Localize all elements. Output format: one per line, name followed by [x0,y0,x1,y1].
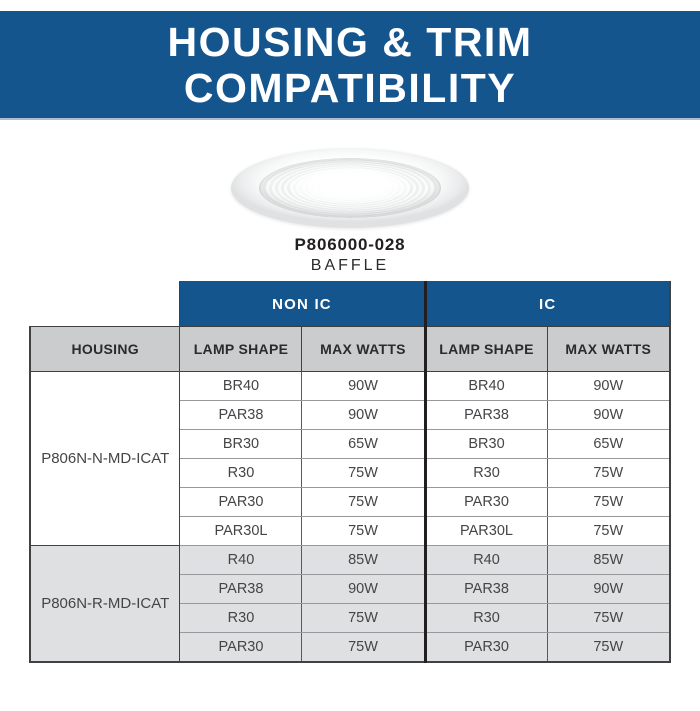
table-row: BR30 65W BR30 65W [30,429,671,459]
lamp-shape-cell: BR30 [423,429,548,459]
max-watts-cell: 90W [546,574,671,604]
lamp-shape-cell: PAR38 [179,574,303,604]
max-watts-cell: 65W [301,429,426,459]
lamp-shape-cell: PAR30L [423,516,548,546]
lamp-shape-cell: R30 [423,603,548,633]
max-watts-cell: 90W [546,371,671,401]
product-name-label: BAFFLE [310,257,390,274]
page-title-banner: HOUSING & TRIM COMPATIBILITY [0,11,700,120]
lamp-shape-cell: BR40 [179,371,303,401]
lamp-shape-cell: R30 [423,458,548,488]
max-watts-cell: 75W [546,632,671,663]
compatibility-table: NON IC IC HOUSING LAMP SHAPE MAX WATTS L… [28,281,671,663]
column-header-max-watts-nonic: MAX WATTS [301,326,426,372]
max-watts-cell: 90W [301,371,426,401]
column-header-row: HOUSING LAMP SHAPE MAX WATTS LAMP SHAPE … [28,326,671,372]
lamp-shape-cell: R40 [423,545,548,575]
lamp-shape-cell: PAR38 [423,400,548,430]
table-row: PAR38 90W PAR38 90W [30,400,671,430]
lamp-shape-cell: PAR30 [179,632,303,663]
housing-cell-p806n-n-md-icat: P806N-N-MD-ICAT [28,371,181,546]
max-watts-cell: 75W [301,487,426,517]
table-row: PAR30 75W PAR30 75W [30,487,671,517]
table-row: PAR30 75W PAR30 75W [30,632,671,663]
max-watts-cell: 90W [301,574,426,604]
product-model-number: P806000-028 [294,235,406,254]
max-watts-cell: 75W [301,458,426,488]
column-header-lamp-shape-nonic: LAMP SHAPE [179,326,303,372]
max-watts-cell: 75W [301,603,426,633]
page-title-line1: HOUSING & TRIM [167,18,533,65]
max-watts-cell: 65W [546,429,671,459]
max-watts-cell: 90W [546,400,671,430]
header-spacer-cell [29,281,180,327]
max-watts-cell: 75W [301,516,426,546]
section-header-non-ic: NON IC [179,281,426,327]
max-watts-cell: 85W [546,545,671,575]
max-watts-cell: 90W [301,400,426,430]
lamp-shape-cell: R40 [179,545,303,575]
product-image-baffle-trim [231,148,469,228]
housing-cell-p806n-r-md-icat: P806N-R-MD-ICAT [28,545,181,663]
lamp-shape-cell: PAR38 [179,400,303,430]
max-watts-cell: 75W [546,487,671,517]
lamp-shape-cell: PAR30 [423,487,548,517]
lamp-shape-cell: R30 [179,603,303,633]
table-row: R30 75W R30 75W [30,603,671,633]
page-title-line2: COMPATIBILITY [183,64,517,111]
lamp-shape-cell: PAR30 [423,632,548,663]
lamp-shape-cell: BR30 [179,429,303,459]
lamp-shape-cell: PAR30 [179,487,303,517]
table-row: R30 75W R30 75W [30,458,671,488]
lamp-shape-cell: PAR30L [179,516,303,546]
lamp-shape-cell: PAR38 [423,574,548,604]
lamp-shape-cell: R30 [179,458,303,488]
max-watts-cell: 75W [546,516,671,546]
table-row: PAR38 90W PAR38 90W [30,574,671,604]
max-watts-cell: 75W [546,603,671,633]
lamp-shape-cell: BR40 [423,371,548,401]
column-header-max-watts-ic: MAX WATTS [546,326,671,372]
table-row: P806N-N-MD-ICAT BR40 90W BR40 90W [28,371,671,546]
max-watts-cell: 75W [546,458,671,488]
section-header-row: NON IC IC [29,281,671,327]
column-header-lamp-shape-ic: LAMP SHAPE [423,326,548,372]
table-row: PAR30L 75W PAR30L 75W [30,516,671,546]
section-header-ic: IC [423,281,671,327]
max-watts-cell: 85W [301,545,426,575]
max-watts-cell: 75W [301,632,426,663]
baffle-center-highlight [289,168,411,203]
column-header-housing: HOUSING [28,326,181,372]
table-row: P806N-R-MD-ICAT R40 85W R40 85W [28,545,671,663]
